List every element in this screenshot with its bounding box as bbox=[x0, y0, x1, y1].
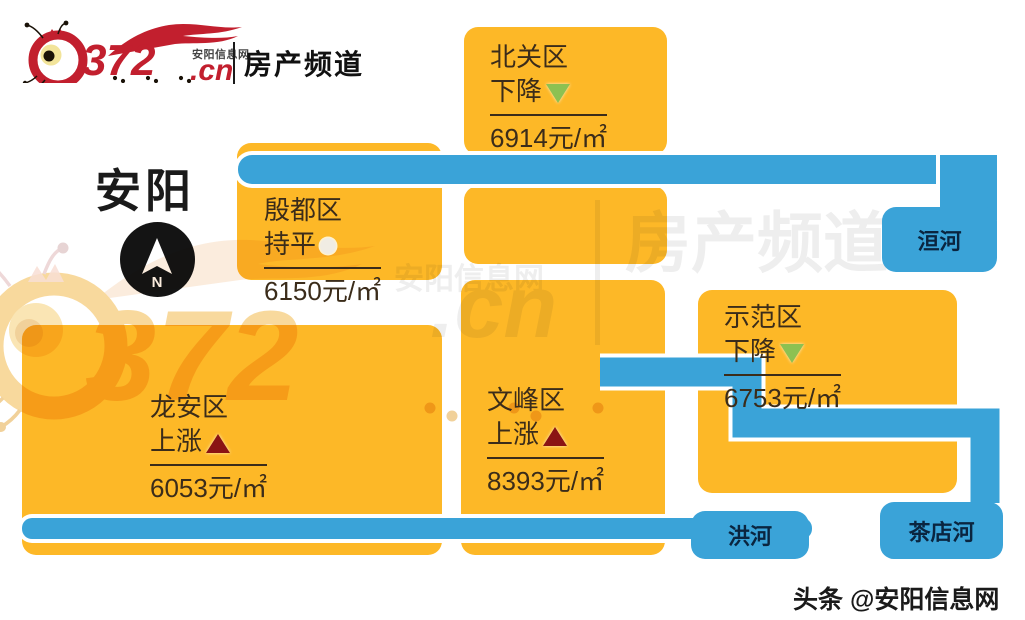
svg-text:372: 372 bbox=[82, 36, 156, 83]
svg-text:N: N bbox=[152, 274, 163, 291]
